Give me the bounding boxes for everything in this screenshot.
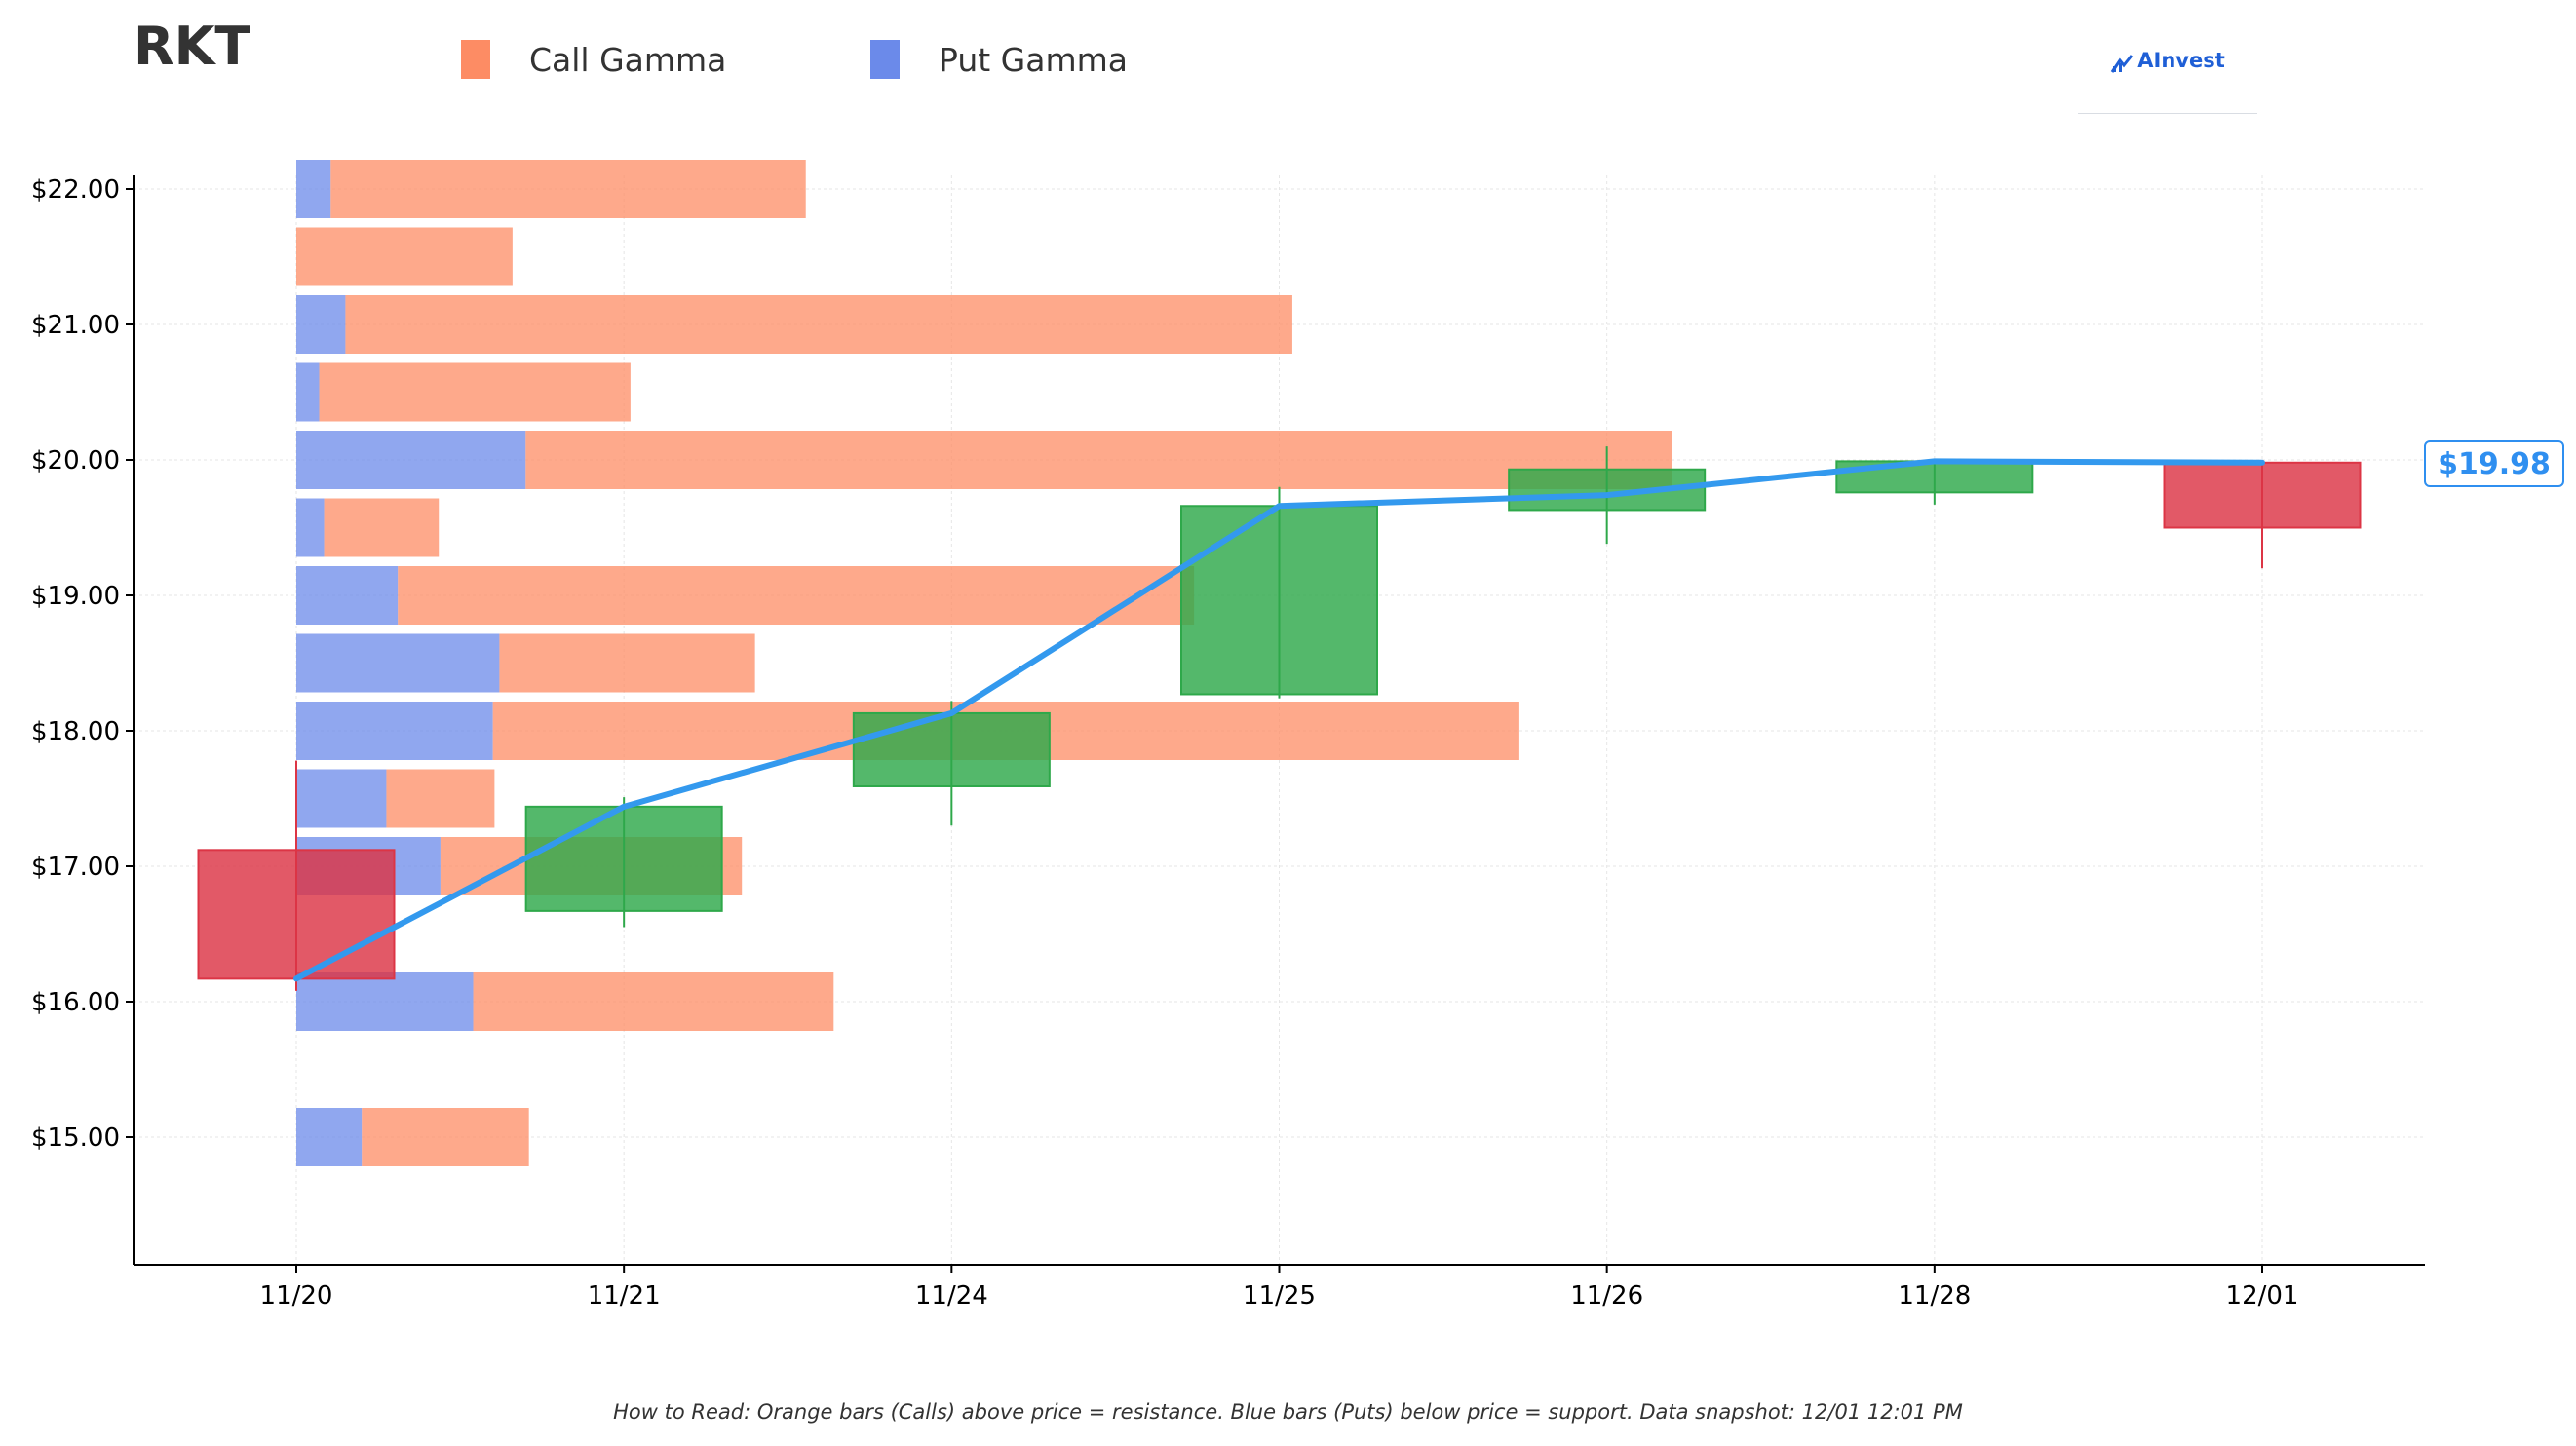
y-tick-label: $16.00 xyxy=(31,988,120,1017)
legend-put-gamma: Put Gamma xyxy=(870,35,1128,84)
call-gamma-bar xyxy=(345,295,1292,354)
call-gamma-bar xyxy=(398,566,1195,625)
put-gamma-bar xyxy=(296,702,493,760)
legend-call-gamma: Call Gamma xyxy=(461,35,726,84)
x-tick-label: 11/21 xyxy=(588,1281,661,1311)
call-gamma-bar xyxy=(362,1108,529,1166)
call-gamma-bar xyxy=(330,160,806,218)
brand-logo[interactable]: AInvest xyxy=(2078,49,2257,114)
x-tick-label: 11/25 xyxy=(1243,1281,1316,1311)
call-gamma-bar xyxy=(386,769,495,828)
y-tick-label: $17.00 xyxy=(31,853,120,882)
y-tick-label: $15.00 xyxy=(31,1123,120,1153)
put-gamma-bar xyxy=(296,769,387,828)
y-tick-label: $19.00 xyxy=(31,582,120,611)
put-gamma-bar xyxy=(296,633,500,693)
put-gamma-swatch xyxy=(870,40,900,79)
put-gamma-bar xyxy=(296,431,526,489)
put-gamma-bar xyxy=(296,295,346,354)
y-tick-label: $22.00 xyxy=(31,175,120,205)
ticker-title: RKT xyxy=(134,16,251,77)
call-gamma-bar xyxy=(296,227,513,286)
put-gamma-bar xyxy=(296,1108,363,1166)
put-gamma-bar xyxy=(296,362,320,422)
y-tick-label: $20.00 xyxy=(31,446,120,476)
legend-label-put: Put Gamma xyxy=(939,40,1128,79)
put-gamma-bar xyxy=(296,498,325,557)
current-price-badge: $19.98 xyxy=(2424,440,2564,487)
call-gamma-swatch xyxy=(461,40,490,79)
candle-body xyxy=(1180,505,1378,696)
call-gamma-bar xyxy=(324,498,440,557)
put-gamma-bar xyxy=(296,972,474,1031)
x-tick-label: 11/26 xyxy=(1570,1281,1643,1311)
x-tick-label: 12/01 xyxy=(2226,1281,2299,1311)
x-tick-label: 11/24 xyxy=(915,1281,988,1311)
legend-label-call: Call Gamma xyxy=(529,40,727,79)
brand-name: AInvest xyxy=(2137,49,2225,72)
call-gamma-bar xyxy=(319,362,631,422)
price-line xyxy=(293,458,2265,982)
y-tick-label: $21.00 xyxy=(31,311,120,340)
candle-body xyxy=(524,805,723,912)
candle-body xyxy=(2163,461,2362,529)
call-gamma-bar xyxy=(499,633,755,693)
y-tick-label: $18.00 xyxy=(31,717,120,746)
candle-body xyxy=(197,849,396,980)
x-tick-label: 11/28 xyxy=(1898,1281,1971,1311)
x-tick-label: 11/20 xyxy=(260,1281,333,1311)
ainvest-logo-icon xyxy=(2111,55,2134,73)
call-gamma-bar xyxy=(473,972,834,1031)
put-gamma-bar xyxy=(296,566,399,625)
footnote: How to Read: Orange bars (Calls) above p… xyxy=(613,1400,1963,1424)
put-gamma-bar xyxy=(296,160,331,218)
candle-body xyxy=(852,711,1051,787)
call-gamma-bar xyxy=(525,431,1672,489)
